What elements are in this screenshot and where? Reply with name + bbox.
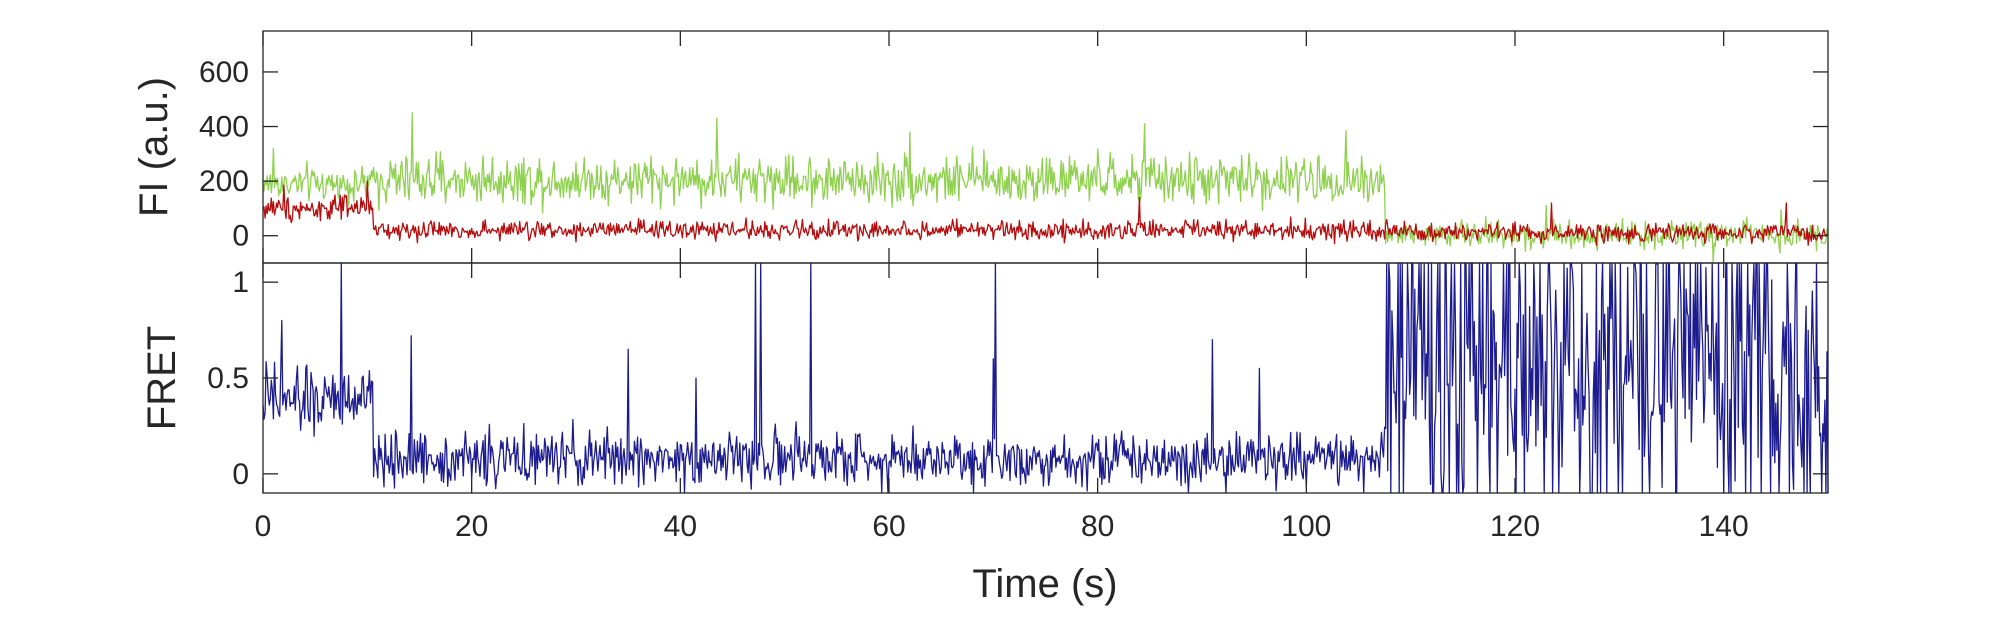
fluorescence-y-tick-label: 600 — [199, 56, 249, 89]
fret-y-ticks: 00.51 — [207, 266, 1828, 491]
time-x-axis-label: Time (s) — [972, 562, 1117, 606]
fluorescence-y-tick-label: 400 — [199, 111, 249, 144]
time-x-tick-label: 120 — [1490, 510, 1540, 543]
time-x-tick-label: 80 — [1081, 510, 1114, 543]
fluorescence-y-tick-label: 0 — [232, 220, 249, 253]
fret-y-tick-label: 0 — [232, 458, 249, 491]
time-x-tick-label: 20 — [455, 510, 488, 543]
fret-panel: 00.51 0 20 40 60 80 100 120 140 FRET Time (s) — [140, 262, 1829, 606]
time-x-ticks: 0 20 40 60 80 100 120 140 — [255, 263, 1749, 543]
fluorescence-y-tick-label: 200 — [199, 165, 249, 198]
time-x-tick-label: 100 — [1281, 510, 1331, 543]
fret-y-tick-label: 0.5 — [207, 362, 249, 395]
fret-y-axis-label: FRET — [140, 326, 184, 430]
fluorescence-y-ticks: 0 200 400 600 — [199, 31, 1828, 263]
fluorescence-series-line-2 — [262, 180, 1829, 246]
time-x-tick-label: 40 — [664, 510, 697, 543]
fluorescence-traces — [262, 112, 1829, 263]
fluorescence-y-axis-label: FI (a.u.) — [132, 77, 176, 217]
fluorescence-panel: 0 200 400 600 FI (a.u.) — [132, 30, 1829, 264]
time-x-tick-label: 60 — [872, 510, 905, 543]
fret-series-line-1 — [262, 262, 1829, 494]
fret-traces — [262, 262, 1829, 494]
fret-y-tick-label: 1 — [232, 266, 249, 299]
time-x-tick-label: 0 — [255, 510, 272, 543]
fluorescence-series-line-1 — [262, 112, 1829, 263]
time-x-tick-label: 140 — [1699, 510, 1749, 543]
